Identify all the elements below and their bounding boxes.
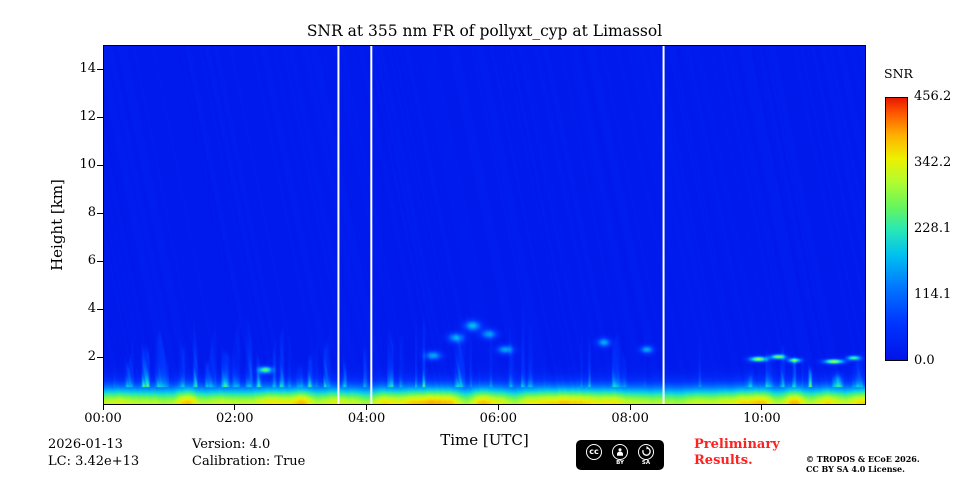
- cc-license-badge: cc BY SA: [576, 440, 664, 470]
- cc-badge-col: cc: [586, 443, 602, 467]
- cc-badge-col: BY: [612, 443, 628, 467]
- version-label: Version: 4.0: [192, 437, 271, 452]
- colorbar-tick-label: 342.2: [914, 154, 952, 170]
- plot-area: [103, 45, 866, 405]
- y-tick-label: 2: [87, 349, 96, 364]
- x-tick-label: 08:00: [611, 411, 649, 426]
- x-tick-label: 00:00: [84, 411, 122, 426]
- x-tick-label: 04:00: [347, 411, 386, 426]
- colorbar-tick-label: 456.2: [914, 89, 952, 104]
- colorbar-title: SNR: [884, 66, 913, 81]
- y-tick-label: 12: [79, 109, 96, 124]
- y-tick: [97, 212, 103, 214]
- y-tick-label: 6: [87, 253, 96, 268]
- x-tick: [234, 405, 236, 410]
- y-tick: [97, 260, 103, 262]
- colorbar-tick-label: 0.0: [914, 353, 935, 368]
- x-tick: [497, 405, 499, 410]
- lidar-constant-label: LC: 3.42e+13: [48, 454, 140, 469]
- y-tick: [97, 164, 103, 166]
- snr-heatmap-canvas: [104, 46, 865, 404]
- x-tick-label: 10:00: [743, 411, 781, 426]
- copyright-note: © TROPOS & ECoE 2026. CC BY SA 4.0 Licen…: [806, 454, 920, 474]
- cc-icon: cc: [586, 443, 602, 460]
- x-tick-label: 06:00: [479, 411, 518, 426]
- calibration-label: Calibration: True: [192, 454, 306, 469]
- x-tick-label: 02:00: [216, 411, 254, 426]
- copyright-line1: © TROPOS & ECoE 2026.: [806, 454, 920, 464]
- colorbar-tick-label: 114.1: [914, 286, 952, 302]
- colorbar-tick-label: 228.1: [914, 221, 952, 236]
- y-tick-label: 14: [79, 61, 96, 76]
- y-tick: [97, 308, 103, 310]
- y-tick-label: 4: [87, 301, 96, 316]
- date-label: 2026-01-13: [48, 437, 123, 452]
- cc-badge-col: SA: [638, 443, 654, 467]
- y-tick-label: 10: [79, 157, 96, 172]
- preliminary-line2: Results.: [694, 453, 753, 468]
- y-tick: [97, 68, 103, 70]
- by-person-icon: [612, 443, 628, 460]
- colorbar-gradient: [885, 97, 908, 361]
- x-tick: [761, 405, 763, 410]
- y-tick: [97, 116, 103, 118]
- preliminary-line1: Preliminary: [694, 437, 780, 452]
- y-tick: [97, 356, 103, 358]
- sa-caption: SA: [641, 459, 651, 466]
- sa-arrow-icon: [638, 443, 654, 460]
- copyright-line2: CC BY SA 4.0 License.: [806, 464, 905, 474]
- plot-title: SNR at 355 nm FR of pollyxt_cyp at Limas…: [306, 22, 663, 40]
- x-tick: [102, 405, 104, 410]
- y-tick-label: 8: [87, 205, 96, 220]
- by-caption: BY: [616, 459, 624, 466]
- x-tick: [629, 405, 631, 410]
- x-tick: [366, 405, 368, 410]
- preliminary-note: Preliminary Results.: [694, 437, 780, 469]
